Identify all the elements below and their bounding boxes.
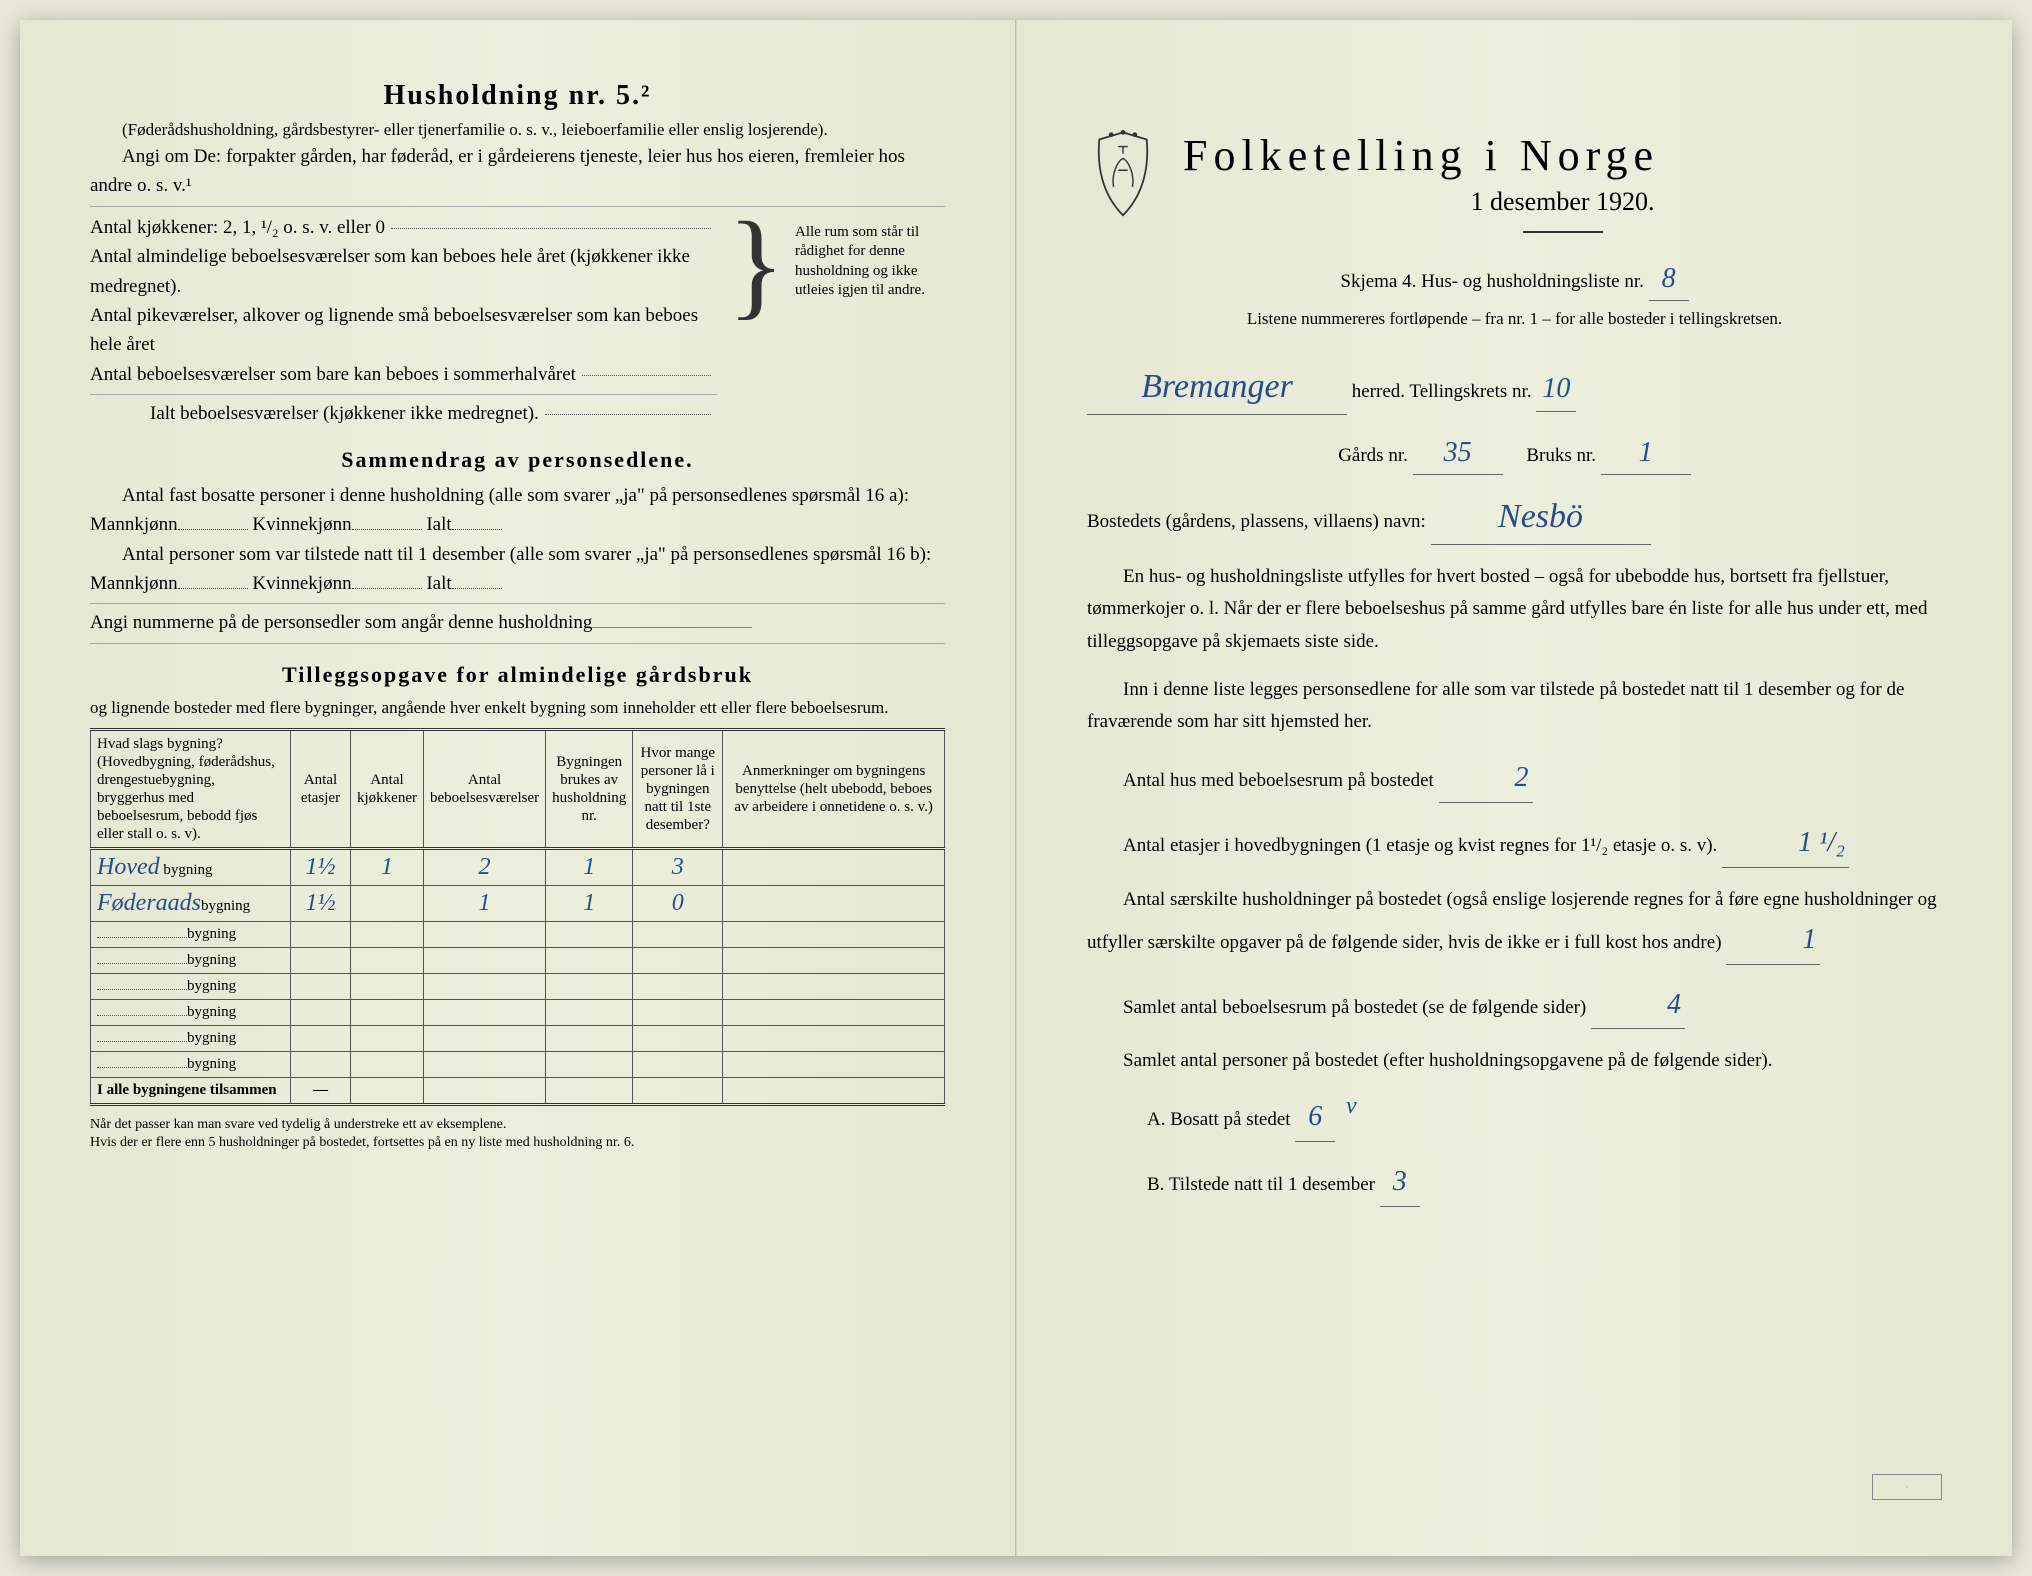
th-hush: Bygningen brukes av husholdning nr. [546,729,633,848]
sum1c: Ialt [426,514,451,535]
sum3: Angi nummerne på de personsedler som ang… [90,612,592,633]
addl-sub: og lignende bosteder med flere bygninger… [90,696,945,720]
q4: Samlet antal beboelsesrum på bostedet (s… [1087,981,1942,1030]
bosted-hw: Nesbö [1498,491,1583,544]
qa-hw: 6 [1308,1093,1322,1141]
sum1b: Kvinnekjønn [252,514,351,535]
row1-pers: 3 [672,854,684,881]
table-row: bygning [91,973,945,999]
row1-anm [723,848,945,885]
brace-icon: } [727,213,785,429]
rooms-block: Antal kjøkkener: 2, 1, ¹/₂ o. s. v. elle… [90,213,945,429]
table-row: bygning [91,1025,945,1051]
footnote1: Når det passer kan man svare ved tydelig… [90,1116,945,1152]
row1-etasjer: 1½ [306,854,336,881]
table-row: bygning [91,921,945,947]
row1-vaer: 2 [479,854,491,881]
row1-kjokk: 1 [381,854,393,881]
right-page: Folketelling i Norge 1 desember 1920. Sk… [1016,20,2012,1556]
q1: Antal hus med beboelsesrum på bostedet 2 [1087,754,1942,803]
sum-line1: Antal fast bosatte personer i denne hush… [90,481,945,540]
bruk-nr: 1 [1639,431,1653,474]
table-row: bygning [91,1051,945,1077]
row2-etasjer: 1½ [306,890,336,917]
sum2b: Kvinnekjønn [252,573,351,594]
addl-heading: Tilleggsopgave for almindelige gårdsbruk [90,662,945,688]
bosted-line: Bostedets (gårdens, plassens, villaens) … [1087,491,1942,545]
herred-hw: Bremanger [1141,361,1293,414]
household-heading: Husholdning nr. 5.² [90,80,945,112]
rooms1: Antal almindelige beboelsesværelser som … [90,242,705,301]
table-row: bygning [91,947,945,973]
th-anm: Anmerkninger om bygningens benyttelse (h… [723,729,945,848]
table-row: bygning [91,999,945,1025]
kitchens-label: Antal kjøkkener: 2, 1, ¹/₂ o. s. v. elle… [90,213,385,242]
footer-dash: — [291,1077,351,1104]
row2-pers: 0 [672,890,684,917]
q2: Antal etasjer i hovedbygningen (1 etasje… [1087,819,1942,868]
q5: Samlet antal personer på bostedet (efter… [1087,1045,1942,1077]
row2-vaer: 1 [479,890,491,917]
para2: Inn i denne liste legges personsedlene f… [1087,674,1942,739]
crest-icon [1087,130,1159,220]
th-type: Hvad slags bygning? (Hovedbygning, føder… [91,729,291,848]
qa-mark: v [1346,1086,1357,1127]
rooms2: Antal pikeværelser, alkover og lignende … [90,301,705,360]
th-etasjer: Antal etasjer [291,729,351,848]
table-row: Hoved bygning 1½ 1 2 1 3 [91,848,945,885]
rooms3: Antal beboelsesværelser som bare kan beb… [90,360,576,389]
qb: B. Tilstede natt til 1 desember 3 [1147,1158,1942,1207]
q4-hw: 4 [1631,981,1681,1029]
printer-stamp: · [1872,1474,1942,1500]
q3-hw: 1 [1766,916,1816,964]
row1-hush: 1 [583,854,595,881]
q2-hw: 1 ¹/₂ [1762,819,1845,867]
th-pers: Hvor mange personer lå i bygningen natt … [633,729,723,848]
brace-note: Alle rum som står til rådighet for denne… [795,213,945,429]
th-vaer: Antal beboelsesværelser [423,729,545,848]
census-date: 1 desember 1920. [1183,187,1942,217]
qa: A. Bosatt på stedet 6 v [1147,1093,1942,1142]
sub1: (Føderådshusholdning, gårdsbestyrer- ell… [90,118,945,142]
sum2c: Ialt [426,573,451,594]
para1: En hus- og husholdningsliste utfylles fo… [1087,561,1942,658]
krets-nr: 10 [1542,367,1570,410]
list-note: Listene nummereres fortløpende – fra nr.… [1087,307,1942,331]
building-table: Hvad slags bygning? (Hovedbygning, føder… [90,728,945,1106]
qb-hw: 3 [1393,1158,1407,1206]
herred-line: Bremanger herred. Tellingskrets nr. 10 [1087,361,1942,415]
table-row: Føderaadsbygning 1½ 1 1 0 [91,885,945,921]
table-footer: I alle bygningene tilsammen [91,1077,291,1104]
row2-label: Føderaads [97,890,201,917]
th-kjokk: Antal kjøkkener [351,729,424,848]
sum-line2: Antal personer som var tilstede natt til… [90,540,945,599]
q1-hw: 2 [1479,754,1529,802]
row1-label: Hoved [97,854,160,881]
q3: Antal særskilte husholdninger på bostede… [1087,884,1942,965]
building-rows: Hoved bygning 1½ 1 2 1 3 Føderaadsbygnin… [91,848,945,1077]
left-page: Husholdning nr. 5.² (Føderådshusholdning… [20,20,1016,1556]
row2-anm [723,885,945,921]
skjema-line: Skjema 4. Hus- og husholdningsliste nr. … [1087,257,1942,301]
skjema-nr: 8 [1662,257,1676,300]
rooms-total: Ialt beboelsesværelser (kjøkkener ikke m… [90,399,539,428]
row2-hush: 1 [583,890,595,917]
gard-nr: 35 [1444,431,1472,474]
census-title: Folketelling i Norge [1183,130,1942,181]
summary-heading: Sammendrag av personsedlene. [90,447,945,473]
gard-line: Gårds nr. 35 Bruks nr. 1 [1087,431,1942,475]
sum-line3: Angi nummerne på de personsedler som ang… [90,608,945,637]
sub2: Angi om De: forpakter gården, har føderå… [90,142,945,201]
